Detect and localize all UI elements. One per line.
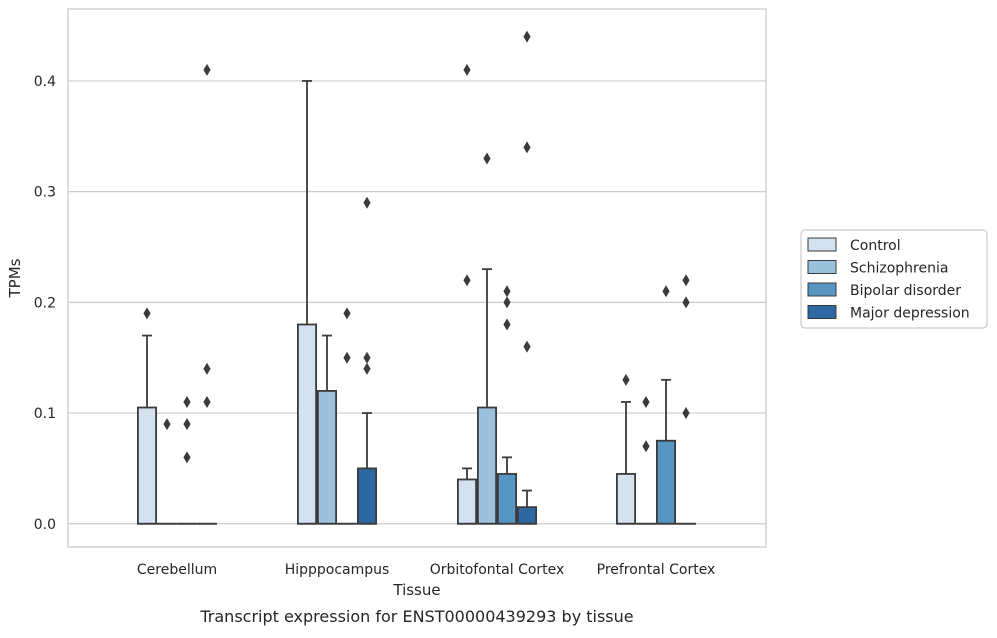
box-body <box>298 324 316 523</box>
box-body <box>318 391 336 524</box>
x-axis-label: Tissue <box>392 581 440 599</box>
outlier-point <box>203 64 210 76</box>
outlier-point <box>503 285 510 297</box>
legend-swatch <box>808 238 836 251</box>
outlier-point <box>203 363 210 375</box>
outlier-point <box>523 341 530 353</box>
legend-swatch <box>808 306 836 319</box>
outlier-point <box>183 396 190 408</box>
outlier-point <box>183 418 190 430</box>
outlier-point <box>203 396 210 408</box>
legend-swatch <box>808 261 836 274</box>
outlier-point <box>642 440 649 452</box>
box <box>458 468 476 523</box>
y-tick-label: 0.0 <box>34 517 56 533</box>
outlier-point <box>463 274 470 286</box>
outlier-point <box>483 152 490 164</box>
box <box>657 380 675 524</box>
outlier-point <box>642 396 649 408</box>
box <box>318 336 336 524</box>
x-axis-ticks: Cerebellum Hipppocampus Orbitofontal Corte… <box>137 562 715 578</box>
legend-label: Major depression <box>850 306 970 322</box>
outlier-point <box>503 296 510 308</box>
outlier-point <box>143 307 150 319</box>
chart-caption: Transcript expression for ENST0000043929… <box>199 607 633 626</box>
legend-swatch <box>808 283 836 296</box>
box <box>617 402 635 524</box>
y-tick-label: 0.1 <box>34 406 56 422</box>
outlier-point <box>163 418 170 430</box>
y-axis-label: TPMs <box>6 258 24 298</box>
box-body <box>478 408 496 524</box>
box <box>498 457 516 523</box>
box <box>478 269 496 524</box>
legend-label: Schizophrenia <box>850 261 948 277</box>
outlier-point <box>363 352 370 364</box>
outlier-point <box>503 318 510 330</box>
outlier-point <box>463 64 470 76</box>
box <box>358 413 376 524</box>
outlier-point <box>682 274 689 286</box>
outlier-point <box>523 141 530 153</box>
box <box>518 491 536 524</box>
box-body <box>617 474 635 524</box>
box-body <box>138 408 156 524</box>
box-body <box>518 507 536 524</box>
box-body <box>458 479 476 523</box>
box <box>138 336 156 524</box>
y-tick-label: 0.4 <box>34 74 56 90</box>
x-tick-label: Hipppocampus <box>285 562 390 578</box>
outlier-point <box>682 407 689 419</box>
legend-label: Bipolar disorder <box>850 283 961 299</box>
box-body <box>358 468 376 523</box>
outlier-point <box>343 307 350 319</box>
outlier-point <box>363 363 370 375</box>
box-body <box>498 474 516 524</box>
outlier-point <box>343 352 350 364</box>
x-tick-label: Cerebellum <box>137 562 217 578</box>
outlier-point <box>363 197 370 209</box>
y-tick-label: 0.3 <box>34 185 56 201</box>
x-tick-label: Orbitofontal Cortex <box>430 562 565 578</box>
outlier-point <box>183 451 190 463</box>
legend-label: Control <box>850 238 901 254</box>
y-tick-label: 0.2 <box>34 295 56 311</box>
outlier-markers <box>143 31 689 464</box>
outlier-point <box>622 374 629 386</box>
outlier-point <box>682 296 689 308</box>
legend: Control Schizophrenia Bipolar disorder Majo… <box>801 230 987 328</box>
y-axis-ticks: 0.0 0.1 0.2 0.3 0.4 <box>34 74 56 533</box>
outlier-point <box>662 285 669 297</box>
box-body <box>657 441 675 524</box>
outlier-point <box>523 31 530 43</box>
x-tick-label: Prefrontal Cortex <box>597 562 716 578</box>
